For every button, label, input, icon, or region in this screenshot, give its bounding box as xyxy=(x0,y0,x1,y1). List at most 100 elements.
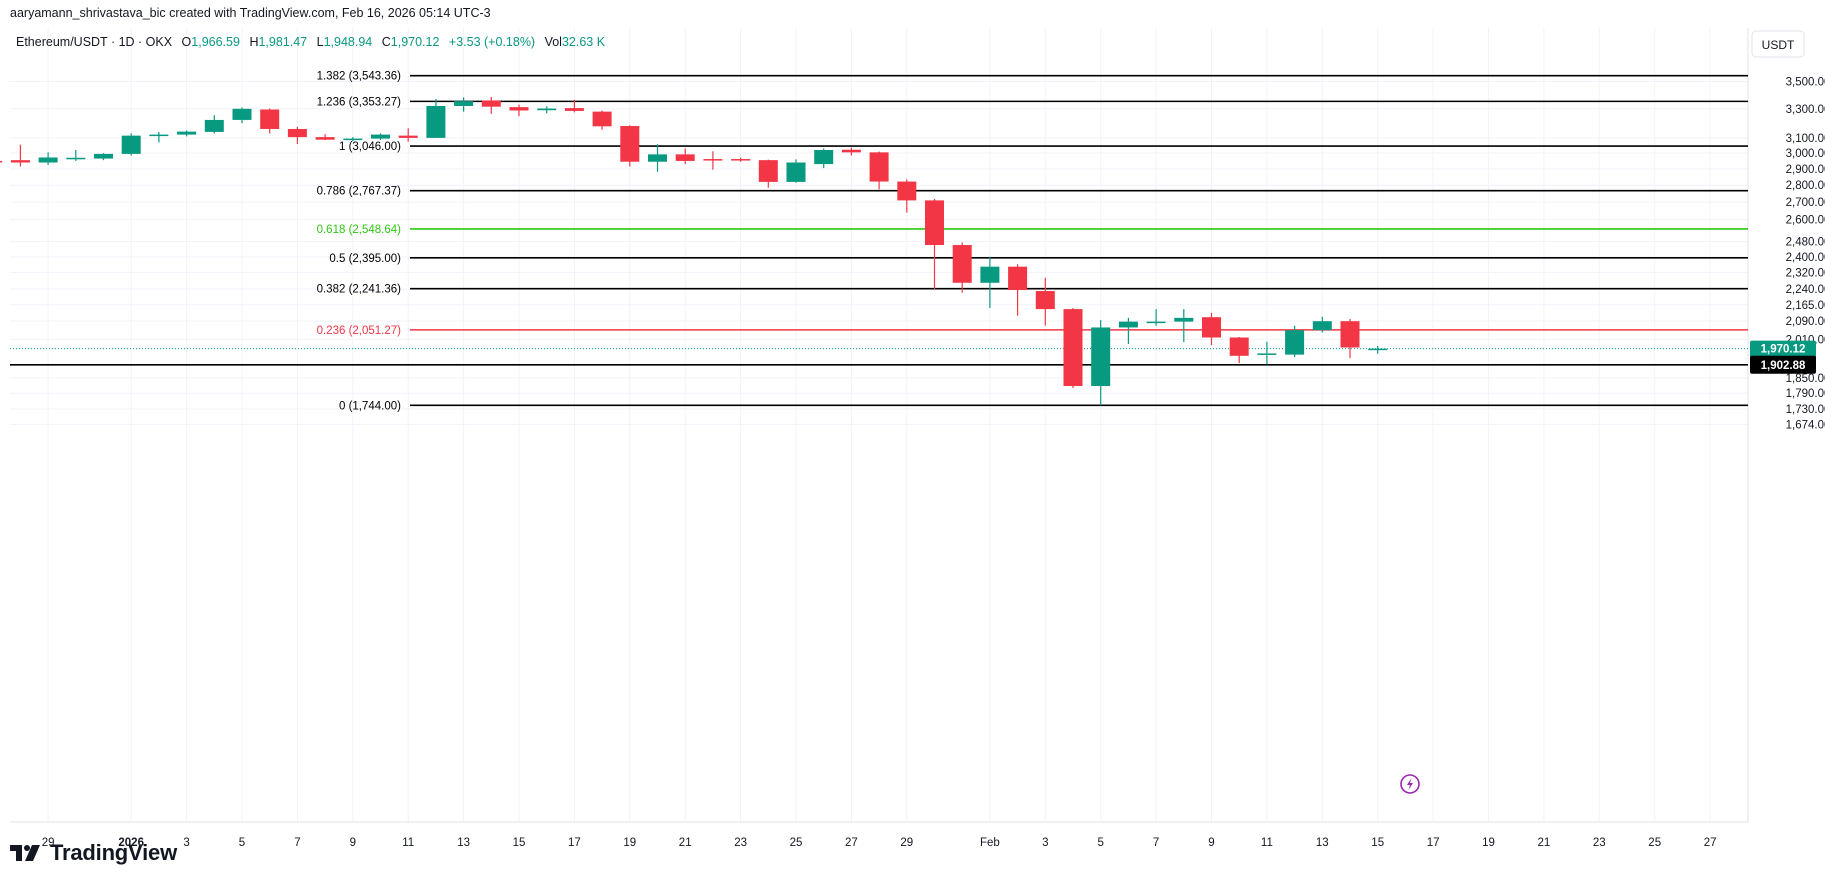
candle-body xyxy=(1312,321,1332,331)
candle[interactable] xyxy=(1285,325,1305,358)
x-tick-label: 17 xyxy=(568,837,581,849)
candle[interactable] xyxy=(1229,337,1249,364)
horizontal-line-badge-bg xyxy=(1750,355,1816,374)
grid xyxy=(10,28,1748,822)
x-tick-label: 29 xyxy=(42,837,55,849)
candle[interactable] xyxy=(841,147,861,156)
y-tick-label: 1,790.00 xyxy=(1786,388,1825,400)
candle-body xyxy=(94,153,113,159)
candle[interactable] xyxy=(204,115,224,134)
candle[interactable] xyxy=(398,128,418,142)
candle-body xyxy=(952,245,972,283)
y-tick-label: 2,900.00 xyxy=(1786,164,1825,176)
candle-body xyxy=(925,200,944,246)
candle[interactable] xyxy=(925,199,944,289)
candle[interactable] xyxy=(648,144,667,172)
candle[interactable] xyxy=(1312,316,1332,333)
candle-body xyxy=(149,134,169,137)
candle[interactable] xyxy=(897,179,917,213)
y-tick-label: 2,600.00 xyxy=(1786,215,1825,227)
candle[interactable] xyxy=(980,256,1000,309)
candle-body xyxy=(343,138,363,141)
candle-body xyxy=(703,159,723,161)
candle-body xyxy=(1146,321,1166,324)
candle[interactable] xyxy=(371,133,390,141)
candle-body xyxy=(1091,327,1111,387)
candle[interactable] xyxy=(509,104,529,117)
candle[interactable] xyxy=(38,152,58,165)
candle[interactable] xyxy=(287,126,307,144)
candle[interactable] xyxy=(1063,308,1083,389)
candle-body xyxy=(287,128,307,138)
x-tick-label: 5 xyxy=(1097,837,1103,849)
x-tick-label: 13 xyxy=(457,837,470,849)
candle-body xyxy=(454,101,474,106)
candle[interactable] xyxy=(343,137,363,142)
candle[interactable] xyxy=(0,159,3,164)
candle[interactable] xyxy=(426,99,446,138)
price-axis[interactable]: 3,500.00 3,300.00 3,100.00 3,000.00 2,900.00… xyxy=(1786,76,1825,431)
candle[interactable] xyxy=(814,148,834,169)
currency-button[interactable]: USDT xyxy=(1751,30,1805,58)
candle-body xyxy=(758,160,778,182)
candle[interactable] xyxy=(786,159,806,183)
candle[interactable] xyxy=(869,151,889,190)
lightning-icon[interactable] xyxy=(1400,774,1420,794)
candle[interactable] xyxy=(1174,309,1194,343)
candle[interactable] xyxy=(315,134,335,141)
candles[interactable] xyxy=(0,96,1388,406)
candle[interactable] xyxy=(1202,312,1221,346)
fib-level-label: 1.382 (3,543.36) xyxy=(317,71,402,83)
candle[interactable] xyxy=(1368,345,1388,354)
candle[interactable] xyxy=(1091,320,1111,406)
open-value: 1,966.59 xyxy=(191,35,240,49)
candle[interactable] xyxy=(232,107,252,124)
y-tick-label: 2,800.00 xyxy=(1786,180,1825,192)
candle[interactable] xyxy=(66,150,86,161)
candle[interactable] xyxy=(537,106,557,114)
candle-body xyxy=(731,159,751,161)
legend-header: Ethereum/USDT · 1D · OKX O1,966.59 H1,98… xyxy=(16,35,606,49)
candle-body xyxy=(1118,321,1138,328)
y-tick-label: 2,480.00 xyxy=(1786,237,1825,249)
x-tick-label: 7 xyxy=(1153,837,1159,849)
time-axis[interactable]: 29 2026 3 5 7 9 11 13 15 17 19 21 23 25 27 29 Feb 3 5 7 9 11 1… xyxy=(42,837,1717,849)
candle[interactable] xyxy=(620,125,640,167)
candle-body xyxy=(869,152,889,182)
candle[interactable] xyxy=(758,159,778,188)
tradingview-logo[interactable]: TradingView xyxy=(10,840,177,866)
candle[interactable] xyxy=(260,108,280,134)
candle[interactable] xyxy=(675,148,695,165)
candle-body xyxy=(1174,317,1194,322)
x-tick-label: 21 xyxy=(679,837,692,849)
x-tick-label: 13 xyxy=(1316,837,1329,849)
candle-body xyxy=(315,137,335,140)
candle[interactable] xyxy=(564,99,584,113)
candle[interactable] xyxy=(731,157,751,162)
candle[interactable] xyxy=(1340,318,1360,359)
candle[interactable] xyxy=(454,97,474,112)
fib-level-label: 1 (3,046.00) xyxy=(339,141,401,153)
candle[interactable] xyxy=(952,242,972,293)
candle[interactable] xyxy=(703,151,723,170)
candle[interactable] xyxy=(1257,341,1277,365)
candle[interactable] xyxy=(121,133,141,156)
candle[interactable] xyxy=(1146,309,1166,326)
x-tick-label: 3 xyxy=(1042,837,1048,849)
x-tick-label: 27 xyxy=(845,837,858,849)
candle[interactable] xyxy=(481,96,501,114)
candle[interactable] xyxy=(177,130,197,137)
candle-body xyxy=(1008,266,1028,290)
last-price-value: 1,970.12 xyxy=(1761,344,1806,356)
x-tick-label: 19 xyxy=(1482,837,1495,849)
candle-body xyxy=(260,109,280,129)
candle[interactable] xyxy=(149,131,169,143)
candle[interactable] xyxy=(94,153,113,161)
x-tick-label: 7 xyxy=(294,837,300,849)
candle[interactable] xyxy=(1035,277,1055,326)
candle[interactable] xyxy=(592,110,612,130)
candle[interactable] xyxy=(1008,264,1028,316)
candle[interactable] xyxy=(10,144,30,167)
candle[interactable] xyxy=(1118,317,1138,344)
